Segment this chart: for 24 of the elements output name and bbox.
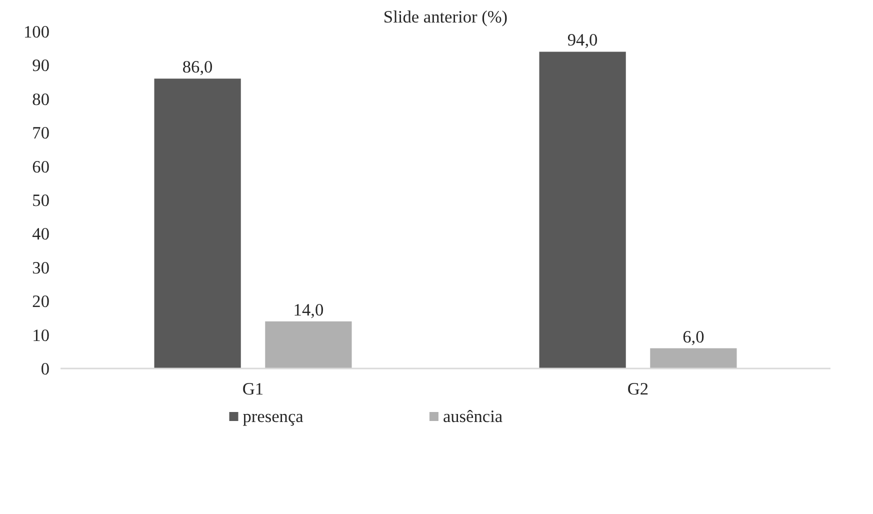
data-label: 86,0 [182,58,213,77]
y-tick-label: 10 [32,326,50,345]
y-tick-label: 0 [40,360,50,378]
bar [154,78,241,368]
data-label: 94,0 [567,30,598,50]
y-tick-label: 30 [32,258,50,278]
legend-label: ausência [442,407,503,426]
bar [265,321,352,368]
bar [539,52,626,368]
bar [650,348,737,368]
data-label: 6,0 [682,327,704,346]
y-tick-label: 100 [24,22,50,42]
y-tick-label: 70 [32,124,50,143]
y-tick-label: 90 [32,56,50,76]
y-tick-label: 80 [32,90,50,109]
y-tick-label: 50 [32,191,50,210]
y-tick-label: 20 [32,292,50,312]
y-tick-label: 60 [32,157,50,176]
data-label: 14,0 [293,300,324,320]
x-tick-label: G2 [627,380,649,398]
legend-label: presença [242,407,304,426]
y-tick-label: 40 [32,224,50,244]
chart-title: Slide anterior (%) [383,8,508,26]
x-tick-label: G1 [242,380,264,398]
